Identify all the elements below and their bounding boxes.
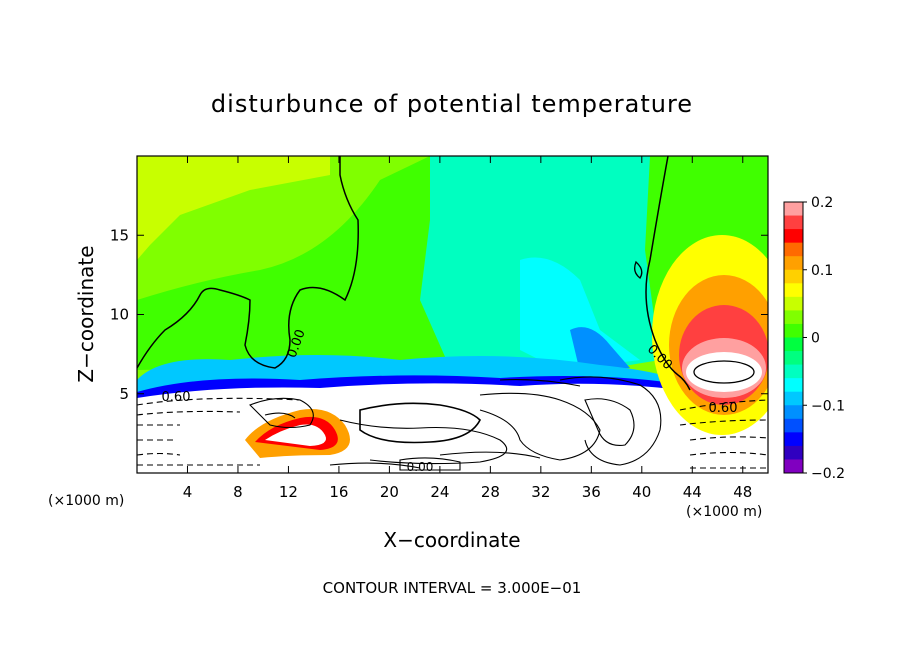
colorbar-swatch (784, 351, 803, 366)
x-unit-right: (×1000 m) (686, 504, 762, 520)
colorbar-tick-label: −0.2 (811, 466, 845, 482)
x-tick-label: 44 (683, 483, 702, 501)
x-tick-label: 40 (632, 483, 651, 501)
x-tick-label: 28 (481, 483, 500, 501)
heatmap-field (137, 156, 768, 473)
x-tick-label: 20 (380, 483, 399, 501)
colorbar-swatch (784, 256, 803, 271)
field-blue-core (570, 327, 630, 372)
colorbar-tick-label: 0 (811, 331, 820, 347)
colorbar-tick-label: −0.1 (811, 398, 845, 414)
contour-zero-left (137, 156, 359, 369)
colorbar-swatch (784, 202, 803, 217)
x-tick-label: 48 (733, 483, 752, 501)
colorbar-swatch (784, 215, 803, 230)
colorbar-tick-label: 0.2 (811, 195, 833, 211)
x-tick-label: 16 (329, 483, 348, 501)
colorbar-swatch (784, 432, 803, 447)
x-tick-label: 32 (531, 483, 550, 501)
colorbar-swatch (784, 459, 803, 474)
colorbar-swatch (784, 242, 803, 257)
colorbar-swatch (784, 269, 803, 284)
colorbar-swatch (784, 391, 803, 406)
x-tick-label: 4 (183, 483, 193, 501)
solid-contours (249, 376, 662, 471)
contour-label: 0.00 (407, 460, 434, 474)
colorbar-swatch (784, 445, 803, 460)
y-axis-label: Z−coordinate (74, 245, 98, 382)
contour-label: 0.60 (162, 390, 191, 405)
y-tick-label: 15 (110, 226, 129, 244)
y-tick-label: 10 (110, 306, 129, 324)
field-cyan-core (520, 257, 640, 370)
x-tick-label: 12 (279, 483, 298, 501)
field-warm-bubble-white (686, 352, 762, 392)
colorbar-swatch (784, 296, 803, 311)
x-axis-label: X−coordinate (383, 528, 520, 552)
x-unit-left: (×1000 m) (48, 493, 124, 509)
colorbar-swatch (784, 310, 803, 325)
contour-interval-note: CONTOUR INTERVAL = 3.000E−01 (323, 579, 582, 597)
field-warm-pocket-inner (265, 424, 326, 446)
colorbar-swatch (784, 337, 803, 352)
colorbar-swatch (784, 378, 803, 393)
x-tick-label: 24 (430, 483, 449, 501)
colorbar-tick-label: 0.1 (811, 263, 833, 279)
contour-label: 0.60 (709, 401, 738, 416)
colorbar-swatch (784, 364, 803, 379)
y-tick-label: 5 (119, 385, 129, 403)
x-tick-label: 36 (582, 483, 601, 501)
colorbar-swatch (784, 418, 803, 433)
colorbar-swatch (784, 323, 803, 338)
colorbar-swatch (784, 229, 803, 244)
colorbar-ticks: 0.2 0.1 0 −0.1 −0.2 (803, 195, 845, 482)
x-tick-label: 8 (233, 483, 243, 501)
field-warm-bubble-contour (693, 360, 755, 384)
y-axis: 5 10 15 (110, 226, 768, 403)
contour-zero-blip (634, 260, 643, 279)
colorbar (784, 202, 803, 474)
colorbar-swatch (784, 283, 803, 298)
field-yellow-upper-left (137, 156, 330, 260)
chart-title: disturbunce of potential temperature (211, 90, 693, 118)
x-axis: 4 8 12 16 20 24 28 32 36 40 44 48 (183, 156, 752, 501)
colorbar-swatch (784, 405, 803, 420)
contour-zero-right (645, 156, 691, 391)
